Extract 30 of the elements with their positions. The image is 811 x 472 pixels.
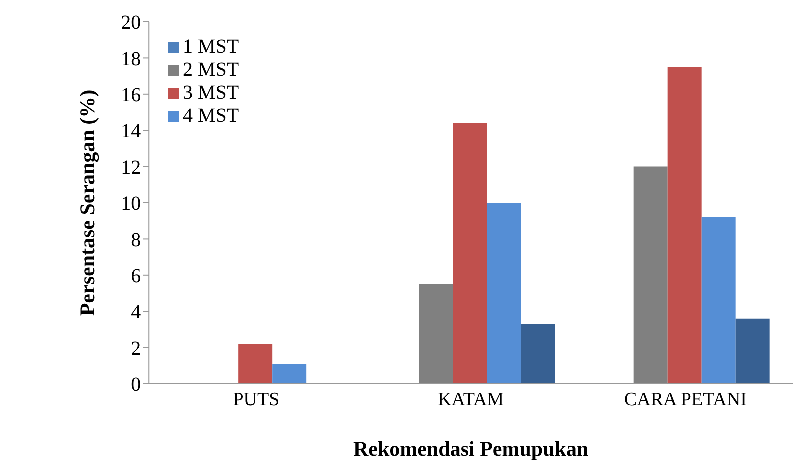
bar xyxy=(736,318,770,384)
bar xyxy=(487,203,522,384)
y-tick-label: 2 xyxy=(131,338,142,360)
y-axis-title: Persentase Serangan (%) xyxy=(76,90,100,316)
bar xyxy=(521,324,556,384)
bar xyxy=(702,217,736,384)
y-tick-label: 8 xyxy=(131,229,142,252)
y-tick-label: 14 xyxy=(121,120,142,143)
bar xyxy=(419,284,454,384)
y-tick-label: 12 xyxy=(121,156,142,179)
bar xyxy=(453,123,488,384)
x-tick-label: KATAM xyxy=(438,389,504,410)
y-tick-label: 6 xyxy=(131,266,142,288)
legend-label: 4 MST xyxy=(183,105,240,128)
y-tick-label: 16 xyxy=(121,84,142,106)
y-tick-label: 0 xyxy=(131,374,142,396)
x-tick-label: CARA PETANI xyxy=(624,389,747,410)
y-tick-label: 4 xyxy=(131,302,142,324)
bar xyxy=(272,364,307,384)
y-tick-label: 18 xyxy=(121,48,142,70)
x-axis-title: Rekomendasi Pemupukan xyxy=(353,437,589,461)
bar xyxy=(238,344,273,384)
legend-label: 2 MST xyxy=(183,59,240,82)
x-tick-label: PUTS xyxy=(233,389,280,410)
bar xyxy=(668,67,702,384)
y-tick-label: 10 xyxy=(121,193,142,216)
legend-label: 1 MST xyxy=(183,36,240,59)
bar xyxy=(634,166,668,384)
legend-label: 3 MST xyxy=(183,82,240,105)
y-tick-label: 20 xyxy=(121,12,142,34)
